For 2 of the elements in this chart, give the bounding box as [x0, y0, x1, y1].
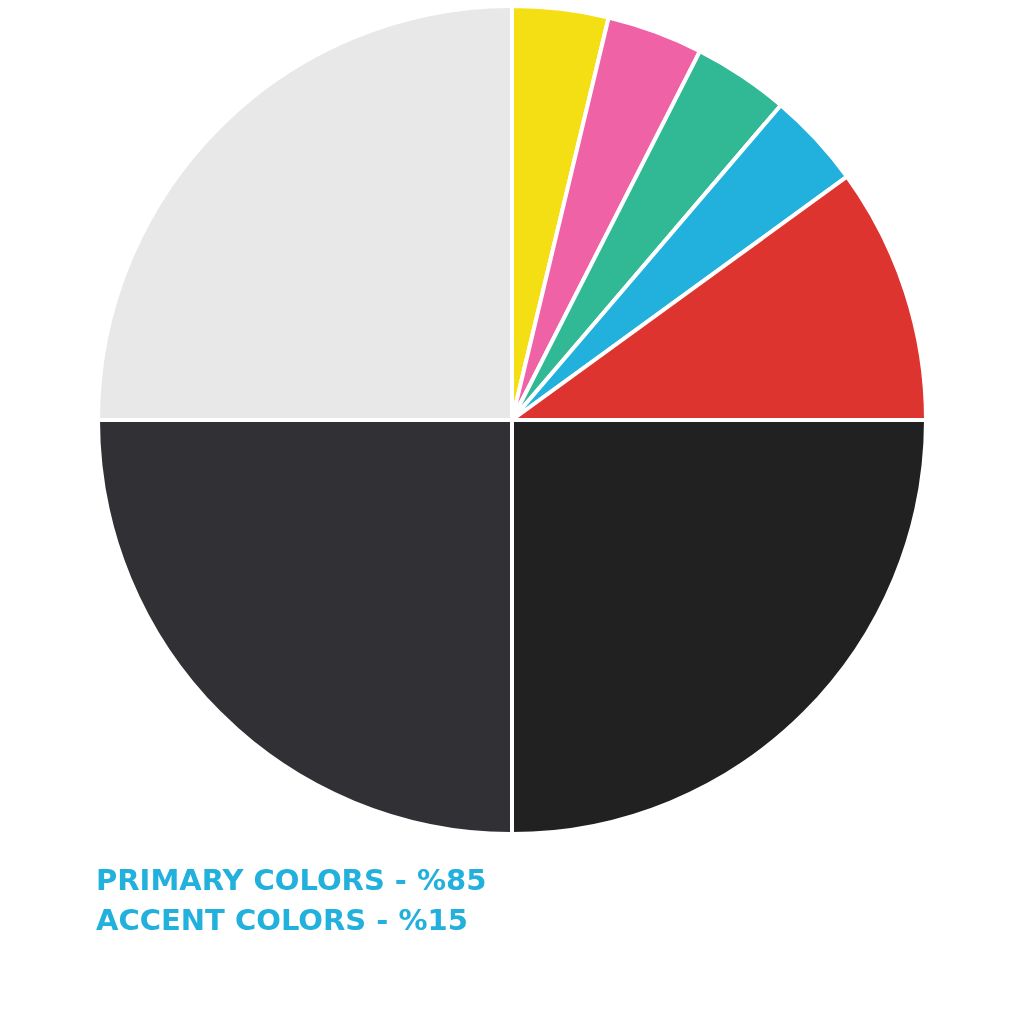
- text: PRIMARY COLORS - %85: [96, 862, 487, 899]
- text: ACCENT COLORS - %15: [96, 902, 469, 939]
